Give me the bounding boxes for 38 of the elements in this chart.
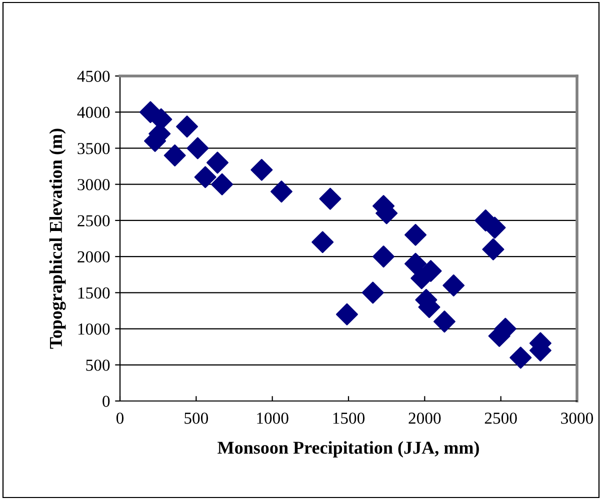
point	[319, 188, 342, 210]
point	[336, 303, 358, 326]
x-tick-label: 2000	[408, 412, 441, 424]
y-axis-title: Topographical Elevation (m)	[49, 128, 66, 349]
point	[362, 282, 384, 304]
y-tick-label: 3000	[78, 179, 110, 190]
point	[372, 246, 395, 268]
point	[442, 274, 465, 296]
x-tick-label: 2500	[484, 412, 517, 424]
y-tick-label: 2000	[78, 251, 110, 262]
x-tick-label: 500	[184, 412, 208, 424]
y-tick-label: 0	[102, 396, 110, 407]
x-tick-label: 3000	[561, 412, 594, 424]
point	[482, 238, 504, 260]
point	[164, 144, 186, 166]
x-tick-label: 1500	[333, 412, 365, 424]
x-tick-label: 1000	[257, 412, 288, 424]
y-tick-label: 1000	[78, 323, 110, 335]
point	[404, 252, 427, 275]
y-tick-label: 3500	[78, 142, 110, 154]
point	[194, 166, 216, 188]
point	[404, 224, 427, 246]
point	[250, 158, 273, 181]
point	[176, 116, 198, 138]
point	[270, 180, 292, 203]
x-axis-title: Monsoon Precipitation (JJA, mm)	[218, 441, 479, 458]
x-tick-label: 0	[116, 412, 124, 424]
y-tick-label: 4500	[77, 70, 110, 82]
point	[433, 310, 456, 333]
point	[312, 231, 334, 254]
y-tick-label: 1500	[78, 287, 110, 299]
point	[206, 152, 228, 174]
point	[510, 346, 532, 369]
point	[186, 137, 209, 160]
y-tick-label: 2500	[78, 215, 110, 226]
point	[211, 173, 234, 196]
y-tick-label: 500	[86, 360, 110, 371]
y-tick-label: 4000	[77, 106, 110, 118]
